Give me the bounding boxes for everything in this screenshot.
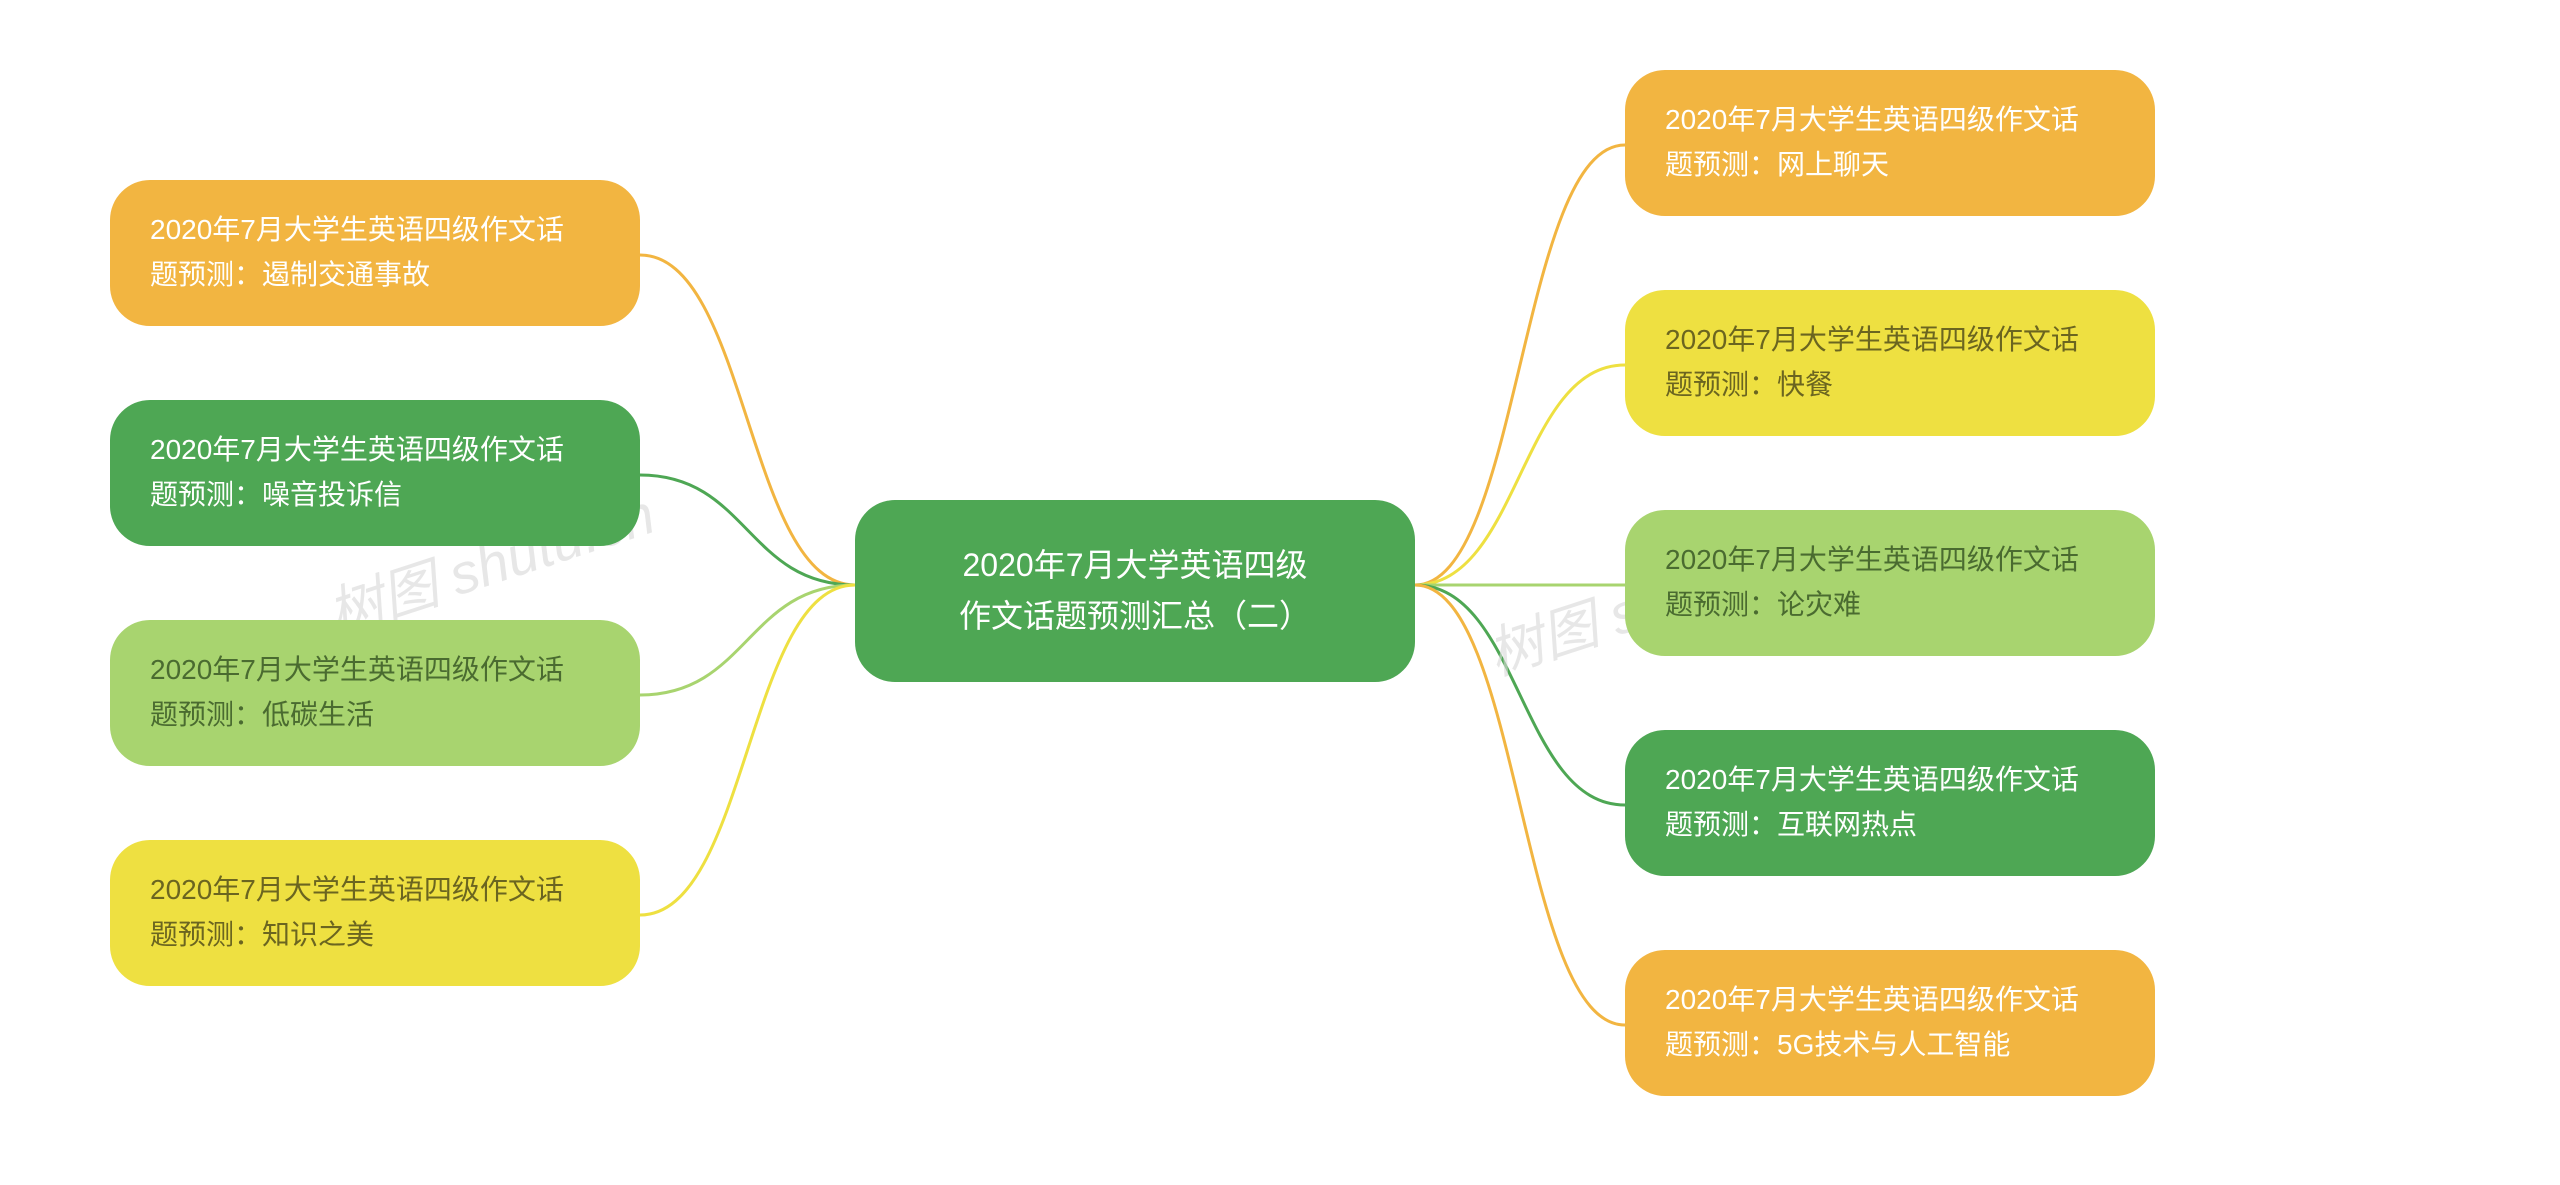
right-node-4[interactable]: 2020年7月大学生英语四级作文话题预测：5G技术与人工智能	[1625, 950, 2155, 1096]
left-edge-1	[640, 475, 855, 585]
left-node-3-line2: 题预测：知识之美	[150, 913, 600, 958]
right-node-4-line2: 题预测：5G技术与人工智能	[1665, 1023, 2115, 1068]
right-node-2-line2: 题预测：论灾难	[1665, 583, 2115, 628]
left-edge-0	[640, 255, 855, 585]
left-node-0[interactable]: 2020年7月大学生英语四级作文话题预测：遏制交通事故	[110, 180, 640, 326]
left-node-2-line2: 题预测：低碳生活	[150, 693, 600, 738]
center-line1: 2020年7月大学英语四级	[905, 540, 1365, 591]
right-node-3[interactable]: 2020年7月大学生英语四级作文话题预测：互联网热点	[1625, 730, 2155, 876]
right-node-0-line1: 2020年7月大学生英语四级作文话	[1665, 98, 2115, 143]
right-node-0[interactable]: 2020年7月大学生英语四级作文话题预测：网上聊天	[1625, 70, 2155, 216]
right-edge-4	[1415, 585, 1625, 1025]
left-node-1[interactable]: 2020年7月大学生英语四级作文话题预测：噪音投诉信	[110, 400, 640, 546]
left-node-1-line1: 2020年7月大学生英语四级作文话	[150, 428, 600, 473]
left-node-2-line1: 2020年7月大学生英语四级作文话	[150, 648, 600, 693]
left-node-1-line2: 题预测：噪音投诉信	[150, 473, 600, 518]
right-node-3-line2: 题预测：互联网热点	[1665, 803, 2115, 848]
right-node-1-line2: 题预测：快餐	[1665, 363, 2115, 408]
left-edge-2	[640, 585, 855, 695]
right-node-1[interactable]: 2020年7月大学生英语四级作文话题预测：快餐	[1625, 290, 2155, 436]
right-node-1-line1: 2020年7月大学生英语四级作文话	[1665, 318, 2115, 363]
left-node-3[interactable]: 2020年7月大学生英语四级作文话题预测：知识之美	[110, 840, 640, 986]
right-node-4-line1: 2020年7月大学生英语四级作文话	[1665, 978, 2115, 1023]
right-edge-3	[1415, 585, 1625, 805]
left-node-0-line2: 题预测：遏制交通事故	[150, 253, 600, 298]
right-edge-0	[1415, 145, 1625, 585]
right-node-0-line2: 题预测：网上聊天	[1665, 143, 2115, 188]
mindmap-canvas: 树图 shutu.cn 树图 shutu.cn 2020年7月大学英语四级 作文…	[0, 0, 2560, 1185]
right-node-3-line1: 2020年7月大学生英语四级作文话	[1665, 758, 2115, 803]
center-node[interactable]: 2020年7月大学英语四级 作文话题预测汇总（二）	[855, 500, 1415, 682]
right-node-2-line1: 2020年7月大学生英语四级作文话	[1665, 538, 2115, 583]
left-node-2[interactable]: 2020年7月大学生英语四级作文话题预测：低碳生活	[110, 620, 640, 766]
left-edge-3	[640, 585, 855, 915]
left-node-0-line1: 2020年7月大学生英语四级作文话	[150, 208, 600, 253]
right-edge-1	[1415, 365, 1625, 585]
right-node-2[interactable]: 2020年7月大学生英语四级作文话题预测：论灾难	[1625, 510, 2155, 656]
center-line2: 作文话题预测汇总（二）	[905, 591, 1365, 642]
left-node-3-line1: 2020年7月大学生英语四级作文话	[150, 868, 600, 913]
